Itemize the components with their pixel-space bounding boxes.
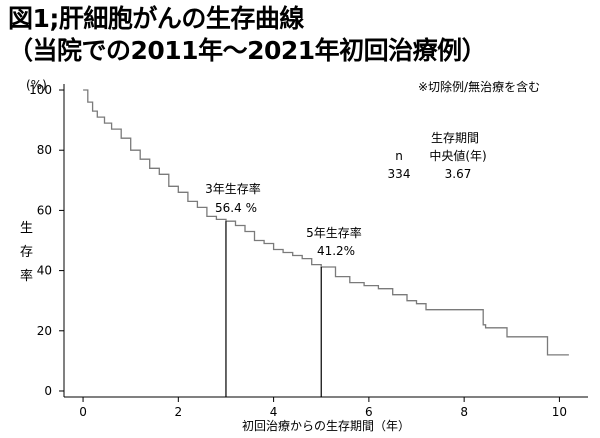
y-tick-label: 80 (37, 143, 52, 157)
x-axis-label: 初回治療からの生存期間（年） (242, 419, 410, 433)
y-unit-label: (%) (26, 78, 47, 92)
y-axis-label-3: 率 (20, 268, 33, 284)
x-tick-label: 4 (270, 405, 278, 419)
y-tick-label: 20 (37, 324, 52, 338)
x-tick-label: 8 (460, 405, 468, 419)
x-tick-label: 0 (79, 405, 87, 419)
annotation-3y-title: 3年生存率 (205, 181, 261, 196)
survival-curve (83, 89, 569, 356)
chart-title: 図1;肝細胞がんの生存曲線 (8, 4, 304, 33)
y-tick-label: 0 (44, 384, 52, 398)
x-tick-label: 10 (552, 405, 567, 419)
annotation-5y-title: 5年生存率 (306, 225, 362, 240)
median-n-value: 334 (388, 167, 411, 181)
median-value: 3.67 (445, 167, 472, 181)
median-n-header: n (395, 149, 403, 163)
median-header-line2: 中央値(年) (429, 148, 486, 163)
y-tick-label: 40 (37, 264, 52, 278)
annotation-3y-value: 56.4 % (215, 201, 257, 215)
y-axis-label-1: 生 (20, 221, 33, 236)
median-header-line1: 生存期間 (431, 131, 479, 145)
footnote: ※切除例/無治療を含む (418, 80, 541, 94)
y-tick-label: 100 (29, 83, 52, 97)
x-tick-label: 6 (365, 405, 373, 419)
chart-subtitle: （当院での2011年〜2021年初回治療例） (8, 36, 487, 65)
y-axis-label-2: 存 (20, 245, 33, 260)
y-tick-label: 60 (37, 203, 52, 217)
annotation-5y-value: 41.2% (317, 244, 355, 258)
x-tick-label: 2 (175, 405, 183, 419)
